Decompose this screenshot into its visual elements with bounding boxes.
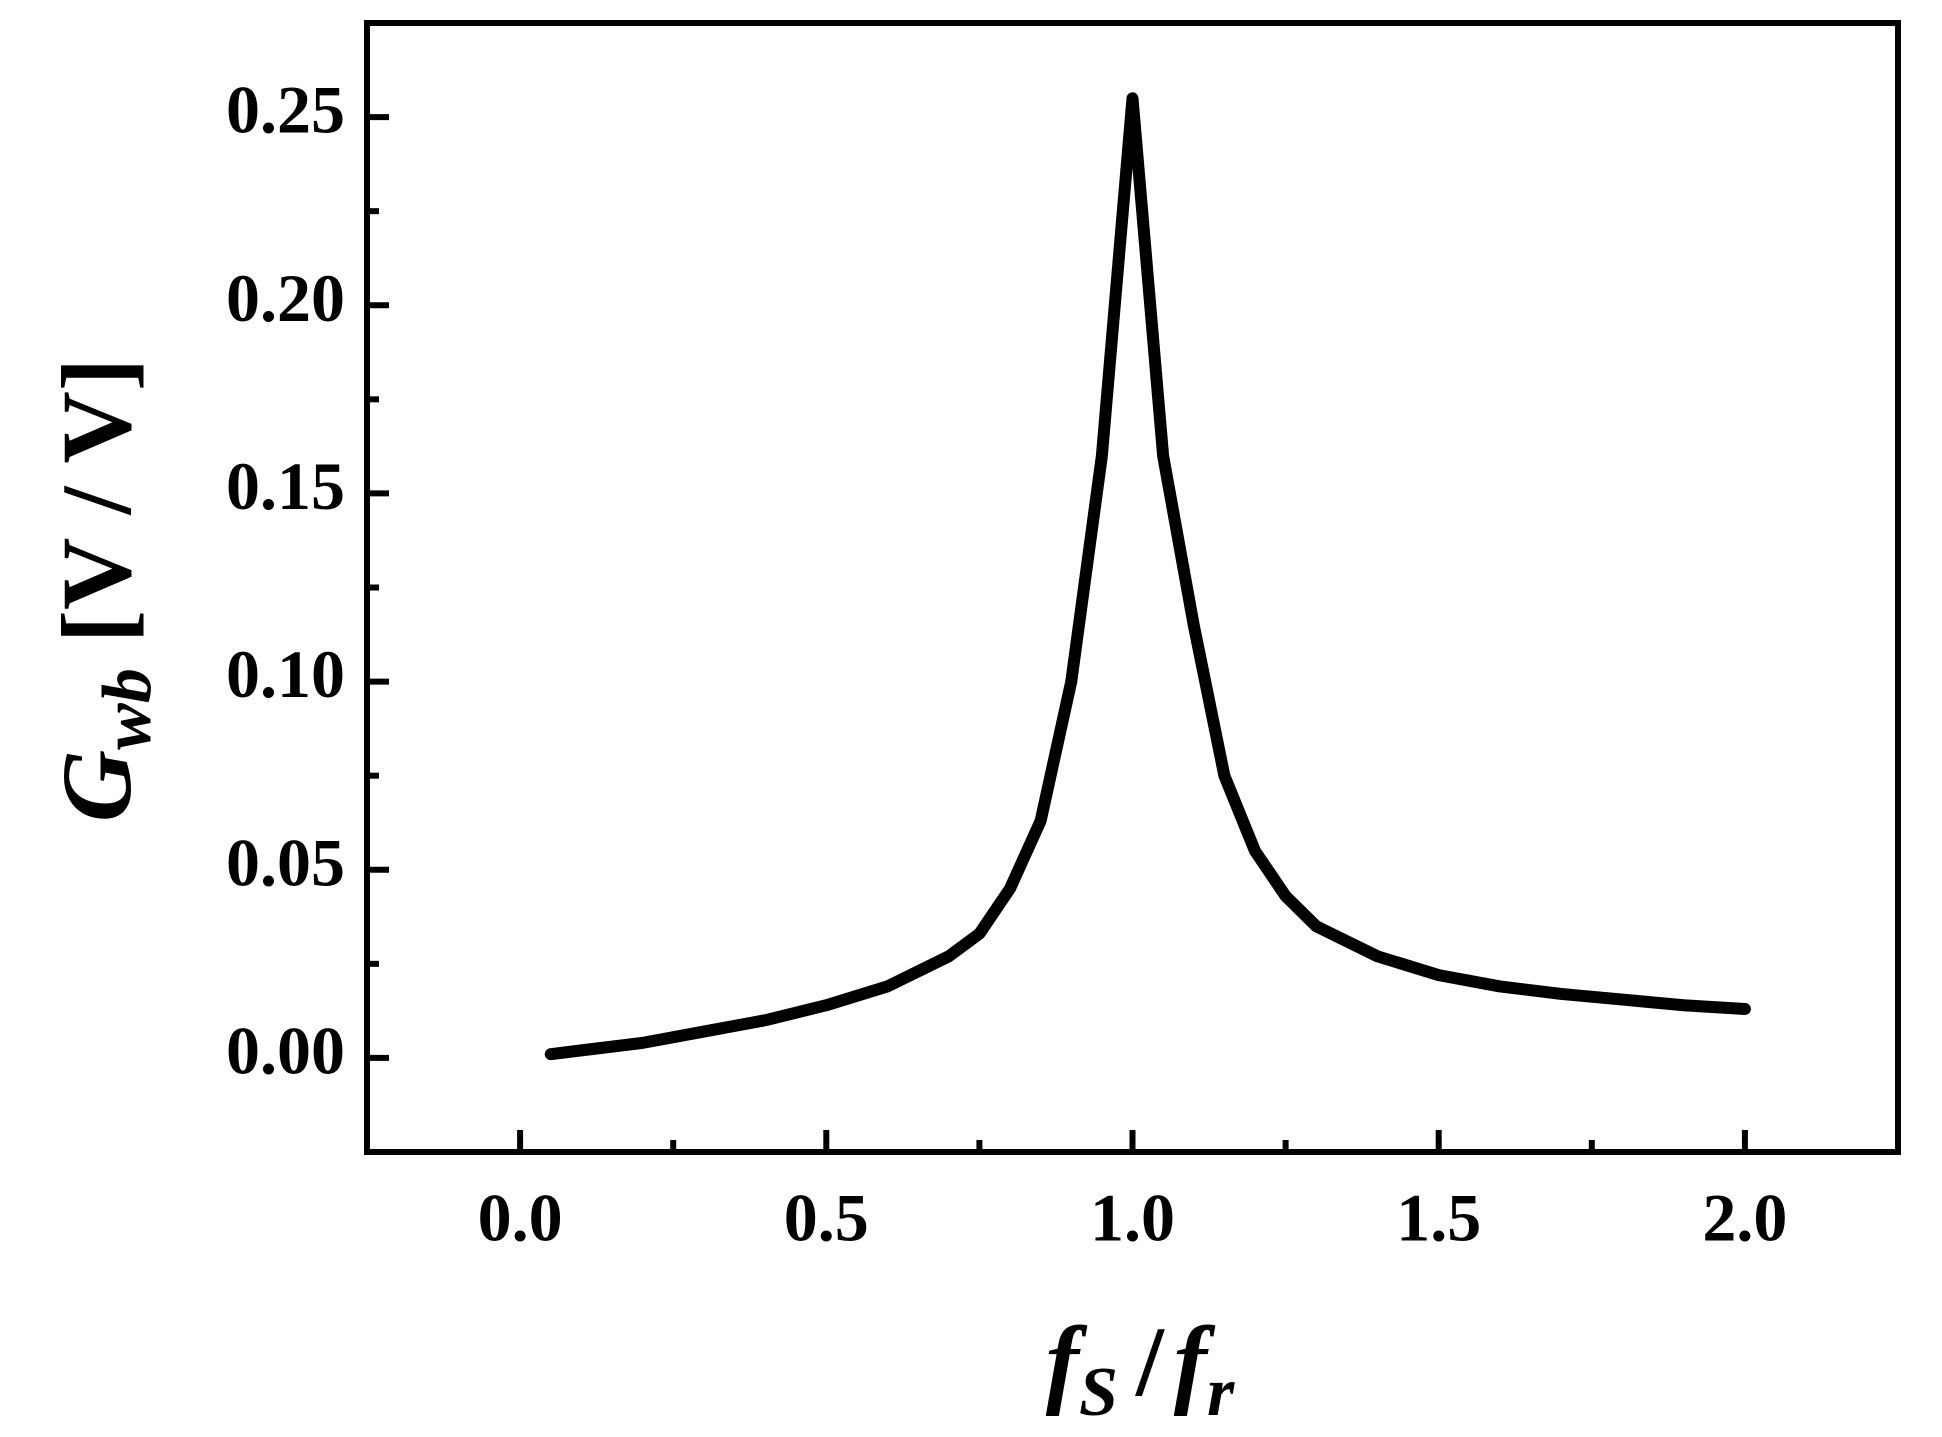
x-tick-label: 0.5 (784, 1180, 869, 1256)
x-tick-label: 1.0 (1090, 1180, 1175, 1256)
x-axis-label: fS / fr (1046, 1306, 1235, 1431)
data-line (544, 92, 1751, 1061)
y-tick-label: 0.20 (226, 260, 345, 336)
y-tick-label: 0.15 (226, 448, 345, 524)
plot-frame (364, 20, 1901, 1155)
y-label-symbol: G (41, 750, 152, 822)
y-label-unit: [V / V] (41, 358, 152, 643)
y-tick-label: 0.05 (226, 824, 345, 900)
y-label-subscript: wb (89, 668, 166, 750)
y-tick-label: 0.10 (226, 636, 345, 712)
x-tick-label: 2.0 (1702, 1180, 1787, 1256)
x-tick-label: 1.5 (1396, 1180, 1481, 1256)
x-label-part: S (1079, 1354, 1118, 1431)
y-tick-label: 0.00 (226, 1013, 345, 1089)
x-tick-label: 0.0 (478, 1180, 563, 1256)
x-label-part: / (1135, 1306, 1165, 1417)
y-axis-label: Gwb [V / V] (41, 358, 166, 822)
y-tick-label: 0.25 (226, 72, 345, 148)
x-label-part: r (1207, 1354, 1235, 1431)
